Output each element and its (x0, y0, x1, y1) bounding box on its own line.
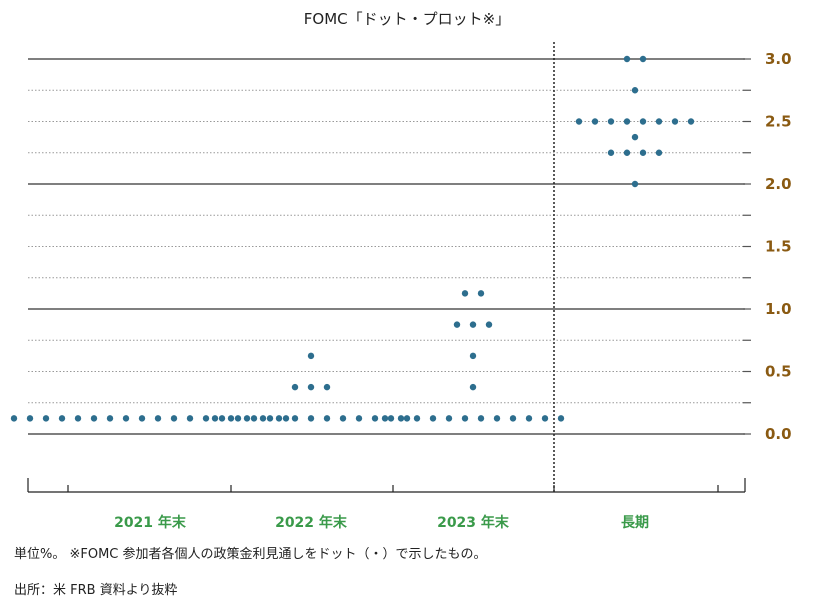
y-tick-label: 2.0 (765, 175, 792, 193)
dot (469, 383, 477, 391)
dot (639, 55, 647, 63)
dot (170, 415, 178, 422)
dot (381, 415, 389, 422)
dot (469, 321, 477, 328)
dot (461, 415, 469, 422)
dot (397, 415, 405, 422)
chart-title: FOMC「ドット・プロット※」 (303, 10, 511, 28)
dot (10, 415, 18, 422)
dot (403, 415, 411, 422)
dot (469, 352, 477, 360)
x-axis (27, 478, 746, 493)
y-tick-label: 1.0 (765, 300, 792, 318)
gridlines (28, 42, 751, 492)
dot (429, 415, 437, 422)
source-note: 出所：米 FRB 資料より抜粋 (14, 583, 178, 598)
dot (307, 383, 315, 391)
dot (607, 118, 615, 125)
dot (106, 415, 114, 422)
dot (623, 55, 631, 63)
dot (227, 415, 235, 422)
dot (631, 133, 639, 141)
dot (413, 415, 421, 422)
dot (154, 415, 162, 422)
dot (371, 415, 379, 422)
dot (243, 415, 251, 422)
dot (631, 87, 639, 94)
dot-plot: 0.0 0.5 1.0 1.5 2.0 2.5 3.0 2021 年末 2022 年末 2023… (10, 42, 792, 531)
dot (58, 415, 66, 422)
dot (42, 415, 50, 422)
dot (591, 118, 599, 125)
dot (275, 415, 283, 422)
dot (122, 415, 130, 422)
dot (186, 415, 194, 422)
y-tick-label: 0.0 (765, 425, 792, 443)
dot (387, 415, 395, 422)
dots (10, 55, 695, 422)
y-tick-labels: 0.0 0.5 1.0 1.5 2.0 2.5 3.0 (765, 50, 792, 443)
dot (26, 415, 34, 422)
dot (639, 149, 647, 156)
category-label: 2021 年末 (114, 514, 187, 531)
dot (218, 415, 226, 422)
dot (138, 415, 146, 422)
dot (655, 149, 663, 156)
dot (607, 149, 615, 156)
dot (202, 415, 210, 422)
dot (671, 118, 679, 125)
dot (445, 415, 453, 422)
dot (234, 415, 242, 422)
dot (259, 415, 267, 422)
dot (211, 415, 219, 422)
dot (339, 415, 347, 422)
dot (493, 415, 501, 422)
dot (461, 290, 469, 297)
dot (323, 383, 331, 391)
dot (541, 415, 549, 422)
dot (557, 415, 565, 422)
dot (282, 415, 290, 422)
category-label: 2022 年末 (275, 514, 348, 531)
category-labels: 2021 年末 2022 年末 2023 年末 長期 (114, 514, 649, 531)
dot (307, 415, 315, 422)
y-tick-label: 1.5 (765, 238, 792, 256)
dot (575, 118, 583, 125)
dot (250, 415, 258, 422)
y-tick-label: 3.0 (765, 50, 792, 68)
dot (509, 415, 517, 422)
dot (655, 118, 663, 125)
dot (631, 180, 639, 188)
dot (90, 415, 98, 422)
dot (639, 118, 647, 125)
dot (323, 415, 331, 422)
category-label: 長期 (621, 515, 649, 531)
category-label: 2023 年末 (437, 514, 510, 531)
dot (291, 415, 299, 422)
dot (485, 321, 493, 328)
dot (623, 118, 631, 125)
dot (266, 415, 274, 422)
dot (291, 383, 299, 391)
dot (687, 118, 695, 125)
dot (453, 321, 461, 328)
dot (477, 290, 485, 297)
y-tick-label: 0.5 (765, 363, 792, 381)
dot (307, 352, 315, 360)
dot (74, 415, 82, 422)
dot (623, 149, 631, 156)
dot (355, 415, 363, 422)
unit-note: 単位%。 ※FOMC 参加者各個人の政策金利見通しをドット（・）で示したもの。 (14, 547, 487, 562)
y-tick-label: 2.5 (765, 113, 792, 131)
dot (477, 415, 485, 422)
dot (525, 415, 533, 422)
